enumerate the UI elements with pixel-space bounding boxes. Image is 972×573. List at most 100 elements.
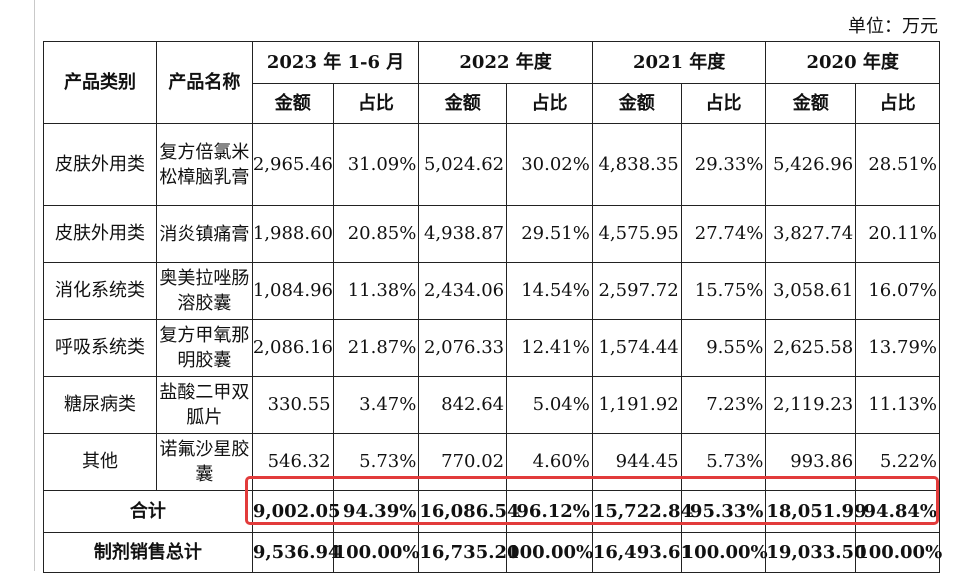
- grand-total-value-cell: 16,735.20: [418, 532, 520, 573]
- unit-label: 单位：万元: [848, 16, 938, 37]
- header-amount: 金额: [765, 83, 857, 124]
- value-cell: 20.11%: [855, 205, 940, 263]
- category-cell: 糖尿病类: [43, 376, 157, 434]
- value-cell: 30.02%: [506, 123, 593, 206]
- total-row: 合计 9,002.05 94.39% 16,086.54 96.12% 15,7…: [43, 490, 940, 533]
- category-cell: 呼吸系统类: [43, 319, 157, 377]
- value-cell: 4,575.95: [591, 205, 682, 263]
- value-cell: 5,426.96: [765, 123, 857, 206]
- value-cell: 3,827.74: [765, 205, 857, 263]
- value-cell: 5,024.62: [418, 123, 508, 206]
- value-cell: 1,574.44: [591, 319, 682, 377]
- header-period-2020: 2020 年度: [765, 41, 940, 84]
- total-value-cell: 96.12%: [506, 490, 593, 533]
- value-cell: 5.73%: [332, 433, 420, 491]
- grand-total-value-cell: 19,033.50: [765, 532, 867, 573]
- value-cell: 2,597.72: [591, 262, 682, 320]
- table-row: 呼吸系统类 复方甲氧那明胶囊 2,086.16 21.87% 2,076.33 …: [43, 319, 940, 377]
- header-amount: 金额: [591, 83, 682, 124]
- value-cell: 2,965.46: [251, 123, 334, 206]
- table-row: 糖尿病类 盐酸二甲双胍片 330.55 3.47% 842.64 5.04% 1…: [43, 376, 940, 434]
- value-cell: 993.86: [765, 433, 857, 491]
- product-name-cell: 消炎镇痛膏: [156, 205, 253, 263]
- value-cell: 15.75%: [680, 262, 767, 320]
- grand-total-label: 制剂销售总计: [43, 532, 253, 573]
- product-name-cell: 奥美拉唑肠溶胶囊: [156, 262, 253, 320]
- total-value-cell: 18,051.99: [765, 490, 867, 533]
- value-cell: 31.09%: [332, 123, 420, 206]
- header-period-2023h1: 2023 年 1-6 月: [251, 41, 420, 84]
- value-cell: 1,988.60: [251, 205, 334, 263]
- grand-total-value-cell: 100.00%: [332, 532, 420, 573]
- value-cell: 5.73%: [680, 433, 767, 491]
- total-value-cell: 95.33%: [680, 490, 767, 533]
- value-cell: 944.45: [591, 433, 682, 491]
- value-cell: 5.04%: [506, 376, 593, 434]
- table-row: 消化系统类 奥美拉唑肠溶胶囊 1,084.96 11.38% 2,434.06 …: [43, 262, 940, 320]
- header-period-2022: 2022 年度: [418, 41, 593, 84]
- value-cell: 11.13%: [855, 376, 940, 434]
- category-cell: 皮肤外用类: [43, 205, 157, 263]
- product-name-cell: 诺氟沙星胶囊: [156, 433, 253, 491]
- grand-total-value-cell: 16,493.61: [591, 532, 693, 573]
- table-row: 皮肤外用类 复方倍氯米松樟脑乳膏 2,965.46 31.09% 5,024.6…: [43, 123, 940, 206]
- total-value-cell: 9,002.05: [251, 490, 341, 533]
- value-cell: 330.55: [251, 376, 334, 434]
- value-cell: 20.85%: [332, 205, 420, 263]
- value-cell: 4,838.35: [591, 123, 682, 206]
- value-cell: 2,625.58: [765, 319, 857, 377]
- value-cell: 2,434.06: [418, 262, 508, 320]
- page-left-border: [34, 0, 35, 571]
- value-cell: 1,084.96: [251, 262, 334, 320]
- value-cell: 2,086.16: [251, 319, 334, 377]
- product-name-cell: 盐酸二甲双胍片: [156, 376, 253, 434]
- value-cell: 1,191.92: [591, 376, 682, 434]
- header-amount: 金额: [418, 83, 508, 124]
- value-cell: 13.79%: [855, 319, 940, 377]
- category-cell: 其他: [43, 433, 157, 491]
- header-ratio: 占比: [855, 83, 940, 124]
- value-cell: 3.47%: [332, 376, 420, 434]
- header-category: 产品类别: [43, 41, 157, 124]
- value-cell: 28.51%: [855, 123, 940, 206]
- value-cell: 842.64: [418, 376, 508, 434]
- product-name-cell: 复方甲氧那明胶囊: [156, 319, 253, 377]
- total-value-cell: 94.39%: [332, 490, 420, 533]
- grand-total-value-cell: 100.00%: [506, 532, 593, 573]
- total-value-cell: 15,722.84: [591, 490, 693, 533]
- total-value-cell: 94.84%: [855, 490, 940, 533]
- value-cell: 3,058.61: [765, 262, 857, 320]
- value-cell: 16.07%: [855, 262, 940, 320]
- value-cell: 4.60%: [506, 433, 593, 491]
- grand-total-row: 制剂销售总计 9,536.94 100.00% 16,735.20 100.00…: [43, 532, 942, 573]
- table-row: 皮肤外用类 消炎镇痛膏 1,988.60 20.85% 4,938.87 29.…: [43, 205, 940, 263]
- header-ratio: 占比: [506, 83, 593, 124]
- value-cell: 29.51%: [506, 205, 593, 263]
- category-cell: 皮肤外用类: [43, 123, 157, 206]
- value-cell: 11.38%: [332, 262, 420, 320]
- value-cell: 9.55%: [680, 319, 767, 377]
- table-row: 其他 诺氟沙星胶囊 546.32 5.73% 770.02 4.60% 944.…: [43, 433, 940, 491]
- grand-total-value-cell: 9,536.94: [251, 532, 341, 573]
- grand-total-value-cell: 100.00%: [680, 532, 768, 573]
- header-period-2021: 2021 年度: [591, 41, 767, 84]
- category-cell: 消化系统类: [43, 262, 157, 320]
- header-product: 产品名称: [156, 41, 253, 124]
- header-ratio: 占比: [332, 83, 420, 124]
- sales-table: 产品类别 产品名称 2023 年 1-6 月 2022 年度 2021 年度 2…: [43, 41, 942, 573]
- value-cell: 2,119.23: [765, 376, 857, 434]
- product-name-cell: 复方倍氯米松樟脑乳膏: [156, 123, 253, 206]
- total-label: 合计: [43, 490, 253, 533]
- total-value-cell: 16,086.54: [418, 490, 520, 533]
- value-cell: 14.54%: [506, 262, 593, 320]
- header-amount: 金额: [251, 83, 334, 124]
- value-cell: 5.22%: [855, 433, 940, 491]
- value-cell: 770.02: [418, 433, 508, 491]
- value-cell: 12.41%: [506, 319, 593, 377]
- value-cell: 29.33%: [680, 123, 767, 206]
- value-cell: 27.74%: [680, 205, 767, 263]
- value-cell: 7.23%: [680, 376, 767, 434]
- value-cell: 2,076.33: [418, 319, 508, 377]
- value-cell: 4,938.87: [418, 205, 508, 263]
- value-cell: 546.32: [251, 433, 334, 491]
